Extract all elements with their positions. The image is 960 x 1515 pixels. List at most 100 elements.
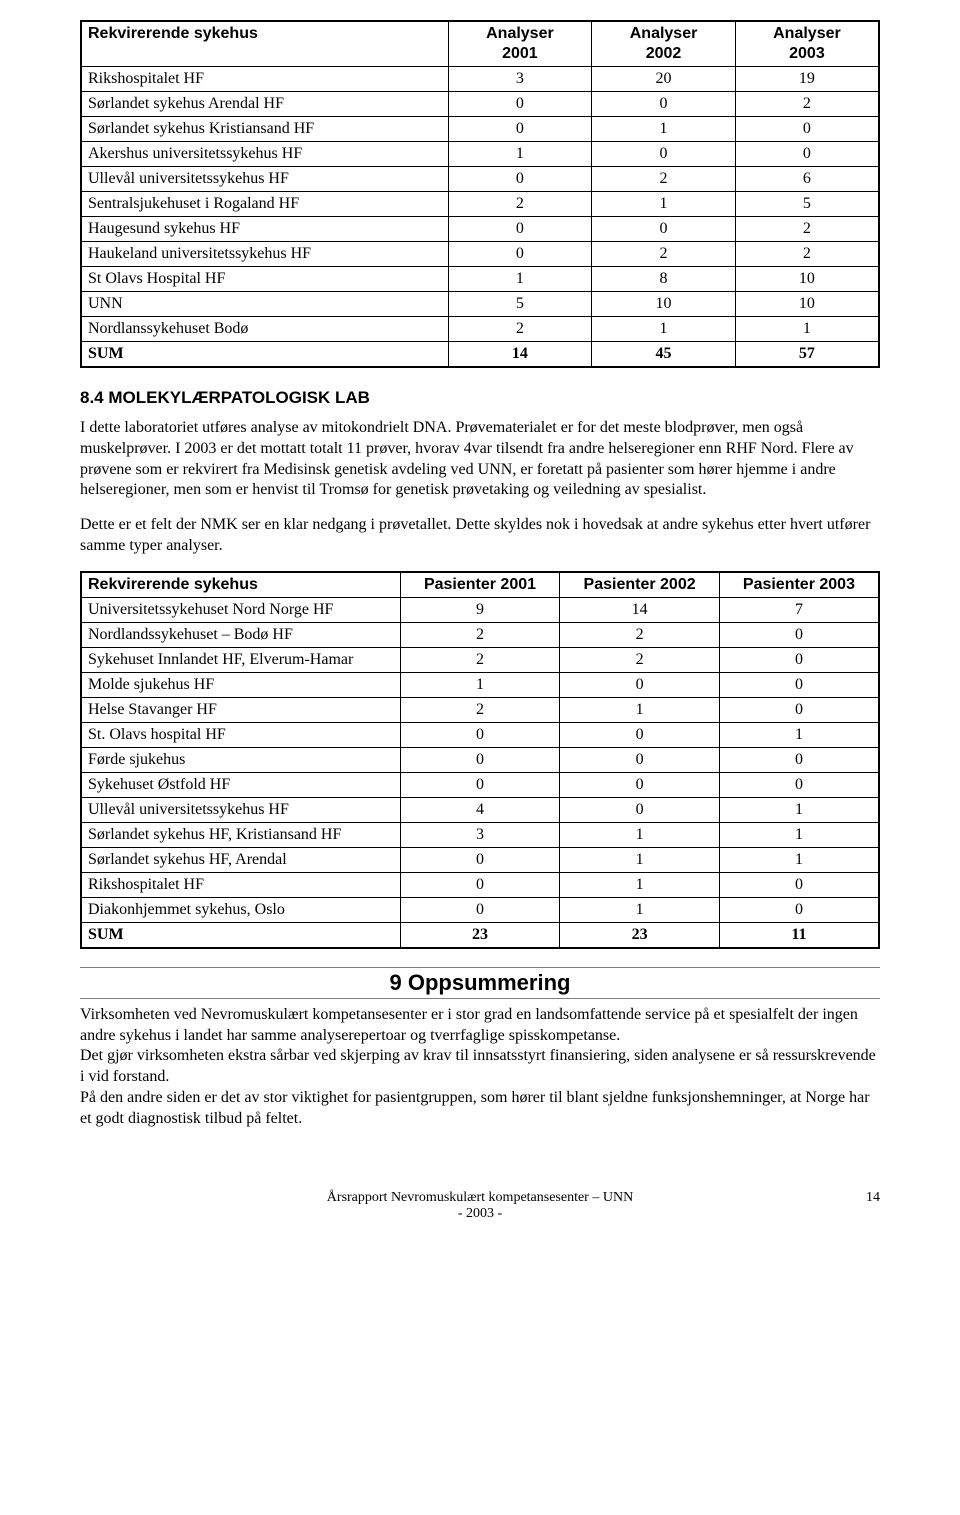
table-cell: 0 [560, 772, 720, 797]
analyser-table: Rekvirerende sykehus Analyser2001 Analys… [80, 20, 880, 368]
table-row: St Olavs Hospital HF1810 [81, 267, 879, 292]
table-cell: 1 [719, 847, 879, 872]
table-row: Akershus universitetssykehus HF100 [81, 142, 879, 167]
table-cell: Akershus universitetssykehus HF [81, 142, 448, 167]
table-cell: St Olavs Hospital HF [81, 267, 448, 292]
table-row: UNN51010 [81, 292, 879, 317]
table-cell: 6 [735, 167, 879, 192]
table-cell: 0 [400, 772, 560, 797]
table-row: Diakonhjemmet sykehus, Oslo010 [81, 897, 879, 922]
table-cell: 10 [592, 292, 736, 317]
table-cell: Diakonhjemmet sykehus, Oslo [81, 897, 400, 922]
table-cell: 1 [735, 317, 879, 342]
table-row: Nordlanssykehuset Bodø211 [81, 317, 879, 342]
table-cell: 2 [448, 192, 592, 217]
table-cell: 1 [560, 822, 720, 847]
table-cell: 0 [719, 772, 879, 797]
table-cell: 0 [400, 722, 560, 747]
table-row: Molde sjukehus HF100 [81, 672, 879, 697]
footer-line: - 2003 - [80, 1206, 880, 1222]
col-header: Rekvirerende sykehus [81, 572, 400, 598]
table-cell: 14 [560, 597, 720, 622]
page: Rekvirerende sykehus Analyser2001 Analys… [0, 0, 960, 1262]
table-row: Rikshospitalet HF32019 [81, 67, 879, 92]
table-cell: 9 [400, 597, 560, 622]
table-cell: 0 [719, 622, 879, 647]
table-row: Ullevål universitetssykehus HF401 [81, 797, 879, 822]
table-cell: Sentralsjukehuset i Rogaland HF [81, 192, 448, 217]
table-cell: 20 [592, 67, 736, 92]
table-row: Sørlandet sykehus Kristiansand HF010 [81, 117, 879, 142]
table-cell: 0 [560, 722, 720, 747]
table-row: Førde sjukehus000 [81, 747, 879, 772]
table-cell: St. Olavs hospital HF [81, 722, 400, 747]
table-row: Nordlandssykehuset – Bodø HF220 [81, 622, 879, 647]
table-cell: 1 [719, 797, 879, 822]
table-cell: 0 [448, 117, 592, 142]
table-row: Haukeland universitetssykehus HF022 [81, 242, 879, 267]
footer-line: Årsrapport Nevromuskulært kompetansesent… [80, 1190, 880, 1206]
table-cell: Sørlandet sykehus HF, Arendal [81, 847, 400, 872]
table-cell: 4 [400, 797, 560, 822]
table-cell: SUM [81, 922, 400, 948]
table-cell: 2 [592, 167, 736, 192]
table-cell: 2 [400, 697, 560, 722]
table-row: Sykehuset Innlandet HF, Elverum-Hamar220 [81, 647, 879, 672]
table-cell: 10 [735, 292, 879, 317]
table-cell: 0 [560, 747, 720, 772]
body-paragraph: I dette laboratoriet utføres analyse av … [80, 418, 880, 501]
table-cell: 0 [400, 847, 560, 872]
table-cell: 57 [735, 342, 879, 368]
table-cell: 2 [735, 92, 879, 117]
table-cell: Nordlandssykehuset – Bodø HF [81, 622, 400, 647]
table-row: St. Olavs hospital HF001 [81, 722, 879, 747]
table-cell: 1 [592, 117, 736, 142]
table-sum-row: SUM232311 [81, 922, 879, 948]
table-cell: 0 [719, 872, 879, 897]
table-cell: Sørlandet sykehus Arendal HF [81, 92, 448, 117]
table-cell: UNN [81, 292, 448, 317]
body-paragraph: Dette er et felt der NMK ser en klar ned… [80, 515, 880, 557]
col-header: Analyser2002 [592, 21, 736, 67]
col-header: Analyser2003 [735, 21, 879, 67]
table-cell: 0 [448, 167, 592, 192]
table-cell: 2 [735, 217, 879, 242]
table-cell: 1 [560, 697, 720, 722]
table-cell: 0 [735, 117, 879, 142]
table-cell: Universitetssykehuset Nord Norge HF [81, 597, 400, 622]
table-cell: 0 [719, 747, 879, 772]
table-cell: Haugesund sykehus HF [81, 217, 448, 242]
table-cell: 0 [592, 217, 736, 242]
table-cell: 5 [448, 292, 592, 317]
table-cell: 0 [400, 897, 560, 922]
table-cell: 0 [735, 142, 879, 167]
table-cell: 2 [400, 647, 560, 672]
table-cell: 5 [735, 192, 879, 217]
table-row: Sørlandet sykehus HF, Kristiansand HF311 [81, 822, 879, 847]
table-cell: 0 [448, 217, 592, 242]
table-cell: 1 [560, 872, 720, 897]
col-header: Rekvirerende sykehus [81, 21, 448, 67]
table-row: Sykehuset Østfold HF000 [81, 772, 879, 797]
table-cell: 2 [592, 242, 736, 267]
table-cell: 1 [448, 267, 592, 292]
table-cell: Nordlanssykehuset Bodø [81, 317, 448, 342]
table-cell: Sørlandet sykehus HF, Kristiansand HF [81, 822, 400, 847]
table-cell: 19 [735, 67, 879, 92]
table-cell: 2 [560, 622, 720, 647]
table-cell: 2 [735, 242, 879, 267]
table-cell: 2 [560, 647, 720, 672]
table-cell: 2 [400, 622, 560, 647]
pasienter-table: Rekvirerende sykehus Pasienter 2001 Pasi… [80, 571, 880, 949]
table-cell: 23 [560, 922, 720, 948]
table-row: Ullevål universitetssykehus HF026 [81, 167, 879, 192]
table-header-row: Rekvirerende sykehus Analyser2001 Analys… [81, 21, 879, 67]
table-cell: 1 [448, 142, 592, 167]
table-cell: 1 [400, 672, 560, 697]
table-cell: 7 [719, 597, 879, 622]
table-cell: SUM [81, 342, 448, 368]
table-cell: 0 [400, 747, 560, 772]
table-cell: Rikshospitalet HF [81, 872, 400, 897]
table-cell: 23 [400, 922, 560, 948]
col-header: Pasienter 2001 [400, 572, 560, 598]
